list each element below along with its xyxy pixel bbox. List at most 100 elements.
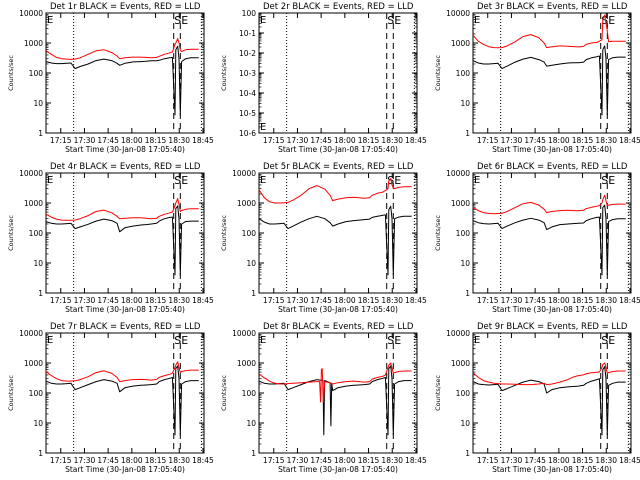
corner-e-label: E bbox=[474, 175, 480, 186]
start-marker: S bbox=[601, 334, 608, 347]
corner-e-label: E bbox=[474, 15, 480, 26]
xtick-label: 17:45 bbox=[524, 456, 546, 465]
xtick-label: 18:45 bbox=[619, 296, 640, 305]
xtick-label: 18:00 bbox=[121, 136, 143, 145]
xtick-label: 17:15 bbox=[477, 456, 499, 465]
xtick-label: 17:15 bbox=[50, 136, 72, 145]
xtick-label: 18:00 bbox=[548, 136, 570, 145]
xtick-label: 18:45 bbox=[192, 456, 214, 465]
xtick-label: 17:30 bbox=[501, 296, 523, 305]
xlabel: Start Time (30-Jan-08 17:05:40) bbox=[278, 465, 398, 474]
panel-det-4: Det 4r BLACK = Events, RED = LLD 1 10 100 10… bbox=[7, 162, 214, 314]
ytick-label: 1 bbox=[251, 449, 256, 458]
ylabel: Counts/sec bbox=[7, 215, 15, 251]
xtick-label: 17:45 bbox=[310, 136, 332, 145]
series-events-line bbox=[472, 366, 626, 436]
ytick-label: 10-2 bbox=[239, 49, 256, 58]
ytick-label: 1000 bbox=[451, 39, 470, 48]
xtick-label: 18:45 bbox=[192, 296, 214, 305]
ytick-label: 1 bbox=[38, 449, 43, 458]
xtick-label: 18:00 bbox=[548, 456, 570, 465]
series-lld-line bbox=[45, 198, 199, 221]
xtick-label: 18:30 bbox=[595, 296, 617, 305]
ylabel: Counts/sec bbox=[434, 55, 442, 91]
xlabel: Start Time (30-Jan-08 17:05:40) bbox=[278, 145, 398, 154]
series-lld-line bbox=[258, 362, 412, 403]
xtick-label: 18:30 bbox=[595, 456, 617, 465]
ytick-label: 100 bbox=[29, 229, 44, 238]
xtick-label: 17:30 bbox=[74, 456, 96, 465]
xlabel: Start Time (30-Jan-08 17:05:40) bbox=[278, 305, 398, 314]
ytick-label: 100 bbox=[456, 389, 471, 398]
xtick-label: 18:30 bbox=[168, 456, 190, 465]
start-marker: S bbox=[174, 14, 181, 27]
xlabel: Start Time (30-Jan-08 17:05:40) bbox=[492, 465, 612, 474]
ylabel: Counts/sec bbox=[220, 375, 228, 411]
ytick-label: 10 bbox=[33, 99, 43, 108]
end-marker: E bbox=[608, 334, 615, 347]
ytick-label: 100 bbox=[456, 229, 471, 238]
series-events-line bbox=[472, 204, 626, 276]
start-marker: S bbox=[174, 174, 181, 187]
xtick-label: 17:15 bbox=[477, 136, 499, 145]
panel-det-8: Det 8r BLACK = Events, RED = LLD 1 10 100 10… bbox=[220, 322, 427, 474]
series-events-line bbox=[472, 45, 626, 116]
series-events-line bbox=[258, 205, 412, 276]
series-lld-line bbox=[258, 178, 412, 204]
ytick-label: 100 bbox=[456, 69, 471, 78]
ytick-label: 10000 bbox=[446, 329, 470, 338]
ytick-label: 10 bbox=[246, 419, 256, 428]
xtick-label: 17:30 bbox=[287, 296, 309, 305]
xtick-label: 18:45 bbox=[405, 456, 427, 465]
ytick-label: 10000 bbox=[446, 9, 470, 18]
ytick-label: 100 bbox=[29, 389, 44, 398]
xtick-label: 17:30 bbox=[287, 136, 309, 145]
ytick-label: 10-5 bbox=[239, 109, 256, 118]
xtick-label: 17:30 bbox=[287, 456, 309, 465]
corner-e-label: E bbox=[47, 335, 53, 346]
ylabel: Counts/sec bbox=[220, 215, 228, 251]
ytick-label: 1000 bbox=[24, 199, 43, 208]
start-marker: S bbox=[387, 14, 394, 27]
start-marker: S bbox=[601, 14, 608, 27]
ytick-label: 1 bbox=[465, 129, 470, 138]
ytick-label: 10 bbox=[33, 259, 43, 268]
xtick-label: 18:45 bbox=[405, 296, 427, 305]
xtick-label: 17:30 bbox=[501, 456, 523, 465]
xtick-label: 18:15 bbox=[145, 296, 167, 305]
ytick-label: 10-1 bbox=[239, 29, 256, 38]
panel-det-2: Det 2r BLACK = Events, RED = LLD 10-6 10-5… bbox=[220, 2, 427, 154]
corner-e-label: E bbox=[260, 175, 266, 186]
end-marker: E bbox=[394, 14, 401, 27]
series-events-line bbox=[45, 45, 199, 116]
xtick-label: 18:00 bbox=[334, 456, 356, 465]
ytick-label: 1000 bbox=[451, 359, 470, 368]
ytick-label: 1000 bbox=[451, 199, 470, 208]
series-events-line bbox=[45, 205, 199, 276]
ytick-label: 1000 bbox=[237, 359, 256, 368]
xtick-label: 17:15 bbox=[477, 296, 499, 305]
xtick-label: 18:00 bbox=[334, 136, 356, 145]
ylabel: Counts/sec bbox=[7, 55, 15, 91]
panel-det-5: Det 5r BLACK = Events, RED = LLD 1 10 100 10… bbox=[220, 162, 427, 314]
ytick-label: 100 bbox=[242, 229, 257, 238]
end-marker: E bbox=[181, 334, 188, 347]
xtick-label: 17:15 bbox=[50, 456, 72, 465]
xtick-label: 18:45 bbox=[619, 136, 640, 145]
xtick-label: 17:15 bbox=[263, 136, 285, 145]
panel-det-3: Det 3r BLACK = Events, RED = LLD 1 10 100 10… bbox=[434, 2, 640, 154]
ytick-label: 1 bbox=[465, 449, 470, 458]
ytick-label: 10000 bbox=[232, 169, 256, 178]
ytick-label: 10 bbox=[460, 419, 470, 428]
ytick-label: 10-6 bbox=[239, 129, 256, 138]
series-lld-line bbox=[45, 38, 199, 60]
ytick-label: 10000 bbox=[232, 329, 256, 338]
xtick-label: 17:45 bbox=[524, 136, 546, 145]
panel-title: Det 5r BLACK = Events, RED = LLD bbox=[263, 162, 414, 172]
ytick-label: 10-4 bbox=[239, 89, 256, 98]
start-marker: S bbox=[174, 334, 181, 347]
end-marker: E bbox=[608, 174, 615, 187]
ytick-label: 10000 bbox=[19, 169, 43, 178]
